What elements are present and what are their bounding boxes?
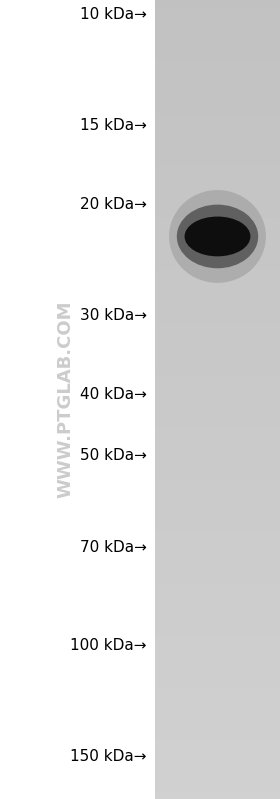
Text: 40 kDa→: 40 kDa→ <box>80 387 147 402</box>
Text: 50 kDa→: 50 kDa→ <box>80 448 147 463</box>
Text: 100 kDa→: 100 kDa→ <box>71 638 147 653</box>
Text: 10 kDa→: 10 kDa→ <box>80 6 147 22</box>
Ellipse shape <box>177 205 258 268</box>
Text: 30 kDa→: 30 kDa→ <box>80 308 147 323</box>
Text: 70 kDa→: 70 kDa→ <box>80 540 147 555</box>
Text: 20 kDa→: 20 kDa→ <box>80 197 147 212</box>
Text: 15 kDa→: 15 kDa→ <box>80 117 147 133</box>
Ellipse shape <box>185 217 250 256</box>
Text: WWW.PTGLAB.COM: WWW.PTGLAB.COM <box>56 300 74 499</box>
Text: 150 kDa→: 150 kDa→ <box>71 749 147 764</box>
Ellipse shape <box>169 190 266 283</box>
